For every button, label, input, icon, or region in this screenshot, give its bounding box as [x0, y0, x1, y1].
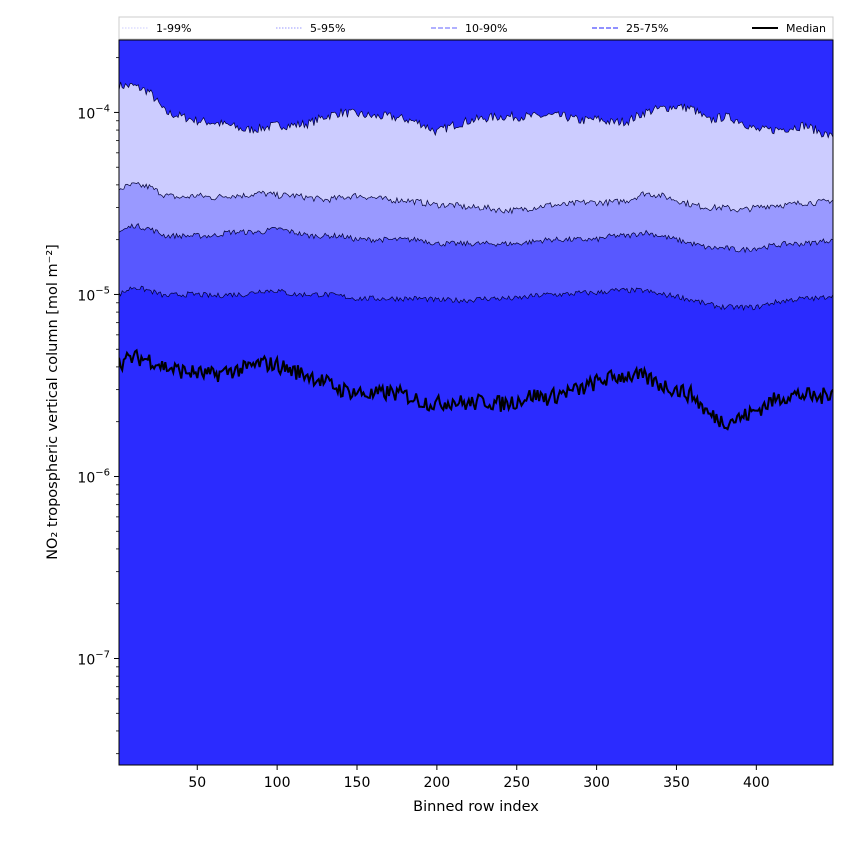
legend-label: 10-90%: [465, 22, 507, 35]
x-tick-label: 400: [743, 775, 770, 791]
legend-label: Median: [786, 22, 826, 35]
y-tick-label: 10−4: [77, 103, 110, 122]
x-tick-label: 50: [188, 775, 206, 791]
y-tick-label: 10−6: [77, 467, 110, 486]
legend-label: 5-95%: [310, 22, 345, 35]
x-tick-label: 350: [663, 775, 690, 791]
legend-label: 1-99%: [156, 22, 191, 35]
y-tick-label: 10−7: [77, 650, 110, 669]
band-25-75%-edge: [119, 285, 833, 311]
plot-area: [119, 40, 833, 765]
x-tick-label: 300: [583, 775, 610, 791]
x-tick-label: 150: [344, 775, 371, 791]
legend-label: 25-75%: [626, 22, 668, 35]
y-axis: 10−7 10−6 10−5 10−4: [77, 57, 119, 755]
legend-frame: [118, 16, 834, 40]
legend: 1-99% 5-95% 10-90% 25-75% Median: [118, 16, 834, 40]
x-axis: 50 100 150 200 250 300 350 400: [188, 765, 770, 791]
band-25-75%-fill: [119, 286, 833, 765]
x-tick-label: 200: [423, 775, 450, 791]
median-line: [119, 348, 833, 431]
plot-frame: [118, 39, 834, 766]
band-1-99%-edge: [119, 81, 833, 139]
x-axis-label: Binned row index: [413, 799, 539, 815]
x-tick-label: 250: [503, 775, 530, 791]
y-tick-label: 10−5: [77, 285, 110, 304]
x-tick-label: 100: [264, 775, 291, 791]
y-axis-label: NO₂ tropospheric vertical column [mol m⁻…: [45, 244, 61, 560]
band-5-95%-edge: [119, 182, 833, 215]
band-10-90%-edge: [119, 222, 833, 254]
